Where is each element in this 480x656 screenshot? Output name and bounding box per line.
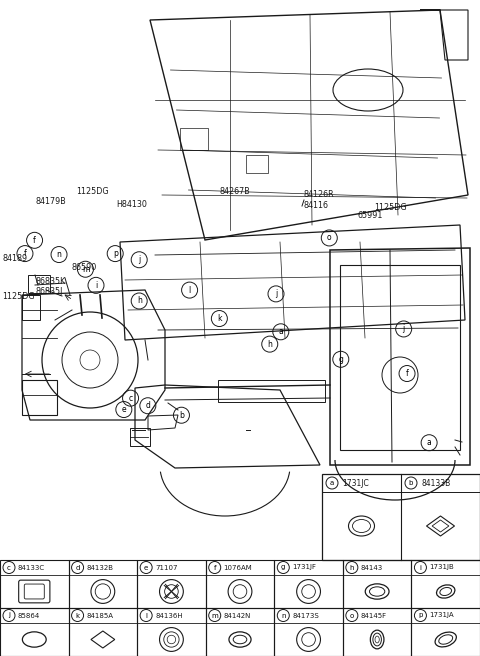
Text: n: n xyxy=(57,250,61,259)
Text: 84132B: 84132B xyxy=(86,565,114,571)
Text: h: h xyxy=(137,297,142,306)
Text: 86835K
86835J: 86835K 86835J xyxy=(36,277,66,297)
Text: 84133B: 84133B xyxy=(421,478,450,487)
Bar xyxy=(343,608,411,656)
Text: a: a xyxy=(427,438,432,447)
Text: a: a xyxy=(330,480,334,486)
Text: 84185A: 84185A xyxy=(86,613,114,619)
Text: 84173S: 84173S xyxy=(292,613,319,619)
Bar xyxy=(218,380,325,402)
Text: j: j xyxy=(8,613,10,619)
Text: o: o xyxy=(327,234,332,243)
Bar xyxy=(322,474,480,560)
Text: 84142N: 84142N xyxy=(224,613,251,619)
Text: f: f xyxy=(406,369,408,378)
Text: m: m xyxy=(211,613,218,619)
Text: 86590: 86590 xyxy=(71,263,96,272)
Text: o: o xyxy=(350,613,354,619)
Text: h: h xyxy=(349,565,354,571)
Text: f: f xyxy=(24,249,26,258)
Text: 84145F: 84145F xyxy=(361,613,387,619)
Text: m: m xyxy=(82,265,89,274)
Text: f: f xyxy=(33,236,36,245)
Text: j: j xyxy=(275,289,277,298)
Bar xyxy=(0,608,69,656)
Bar xyxy=(343,560,411,608)
Text: f: f xyxy=(214,565,216,571)
Text: e: e xyxy=(121,405,126,414)
Text: 1731JA: 1731JA xyxy=(430,613,454,619)
Text: p: p xyxy=(113,249,118,258)
Text: 1125DG: 1125DG xyxy=(2,292,35,300)
Bar xyxy=(411,560,480,608)
Text: l: l xyxy=(145,613,147,619)
Bar xyxy=(274,560,343,608)
Text: 65991: 65991 xyxy=(358,211,383,220)
Bar xyxy=(28,275,50,293)
Text: a: a xyxy=(278,327,283,337)
Bar xyxy=(137,560,206,608)
Text: l: l xyxy=(189,285,191,295)
Text: 84189: 84189 xyxy=(2,254,27,263)
Bar xyxy=(22,380,57,415)
Text: g: g xyxy=(338,355,343,364)
Text: 1076AM: 1076AM xyxy=(224,565,252,571)
Text: 1125DG: 1125DG xyxy=(374,203,407,212)
Text: 71107: 71107 xyxy=(155,565,178,571)
Bar xyxy=(206,560,274,608)
Text: 84136H: 84136H xyxy=(155,613,183,619)
Text: 1731JC: 1731JC xyxy=(342,478,369,487)
Text: c: c xyxy=(7,565,11,571)
Text: d: d xyxy=(145,401,150,410)
Bar xyxy=(69,608,137,656)
Text: b: b xyxy=(409,480,413,486)
Bar xyxy=(137,608,206,656)
Bar xyxy=(130,428,150,446)
Text: h: h xyxy=(267,340,272,348)
Text: d: d xyxy=(75,565,80,571)
Text: k: k xyxy=(75,613,80,619)
Text: 1731JB: 1731JB xyxy=(430,565,454,571)
Text: 1731JF: 1731JF xyxy=(292,565,316,571)
Bar xyxy=(206,608,274,656)
Text: 84143: 84143 xyxy=(361,565,383,571)
Text: 85864: 85864 xyxy=(18,613,40,619)
Bar xyxy=(274,608,343,656)
Bar xyxy=(69,560,137,608)
Text: 1125DG: 1125DG xyxy=(76,188,108,196)
Text: p: p xyxy=(418,613,422,619)
Text: 84267B: 84267B xyxy=(220,188,251,196)
Text: 84133C: 84133C xyxy=(18,565,45,571)
Text: H84130: H84130 xyxy=(117,200,147,209)
Bar xyxy=(411,608,480,656)
Text: e: e xyxy=(144,565,148,571)
Bar xyxy=(246,155,268,173)
Text: 84126R
84116: 84126R 84116 xyxy=(304,190,335,210)
Text: g: g xyxy=(281,565,286,571)
Text: j: j xyxy=(403,325,405,333)
Text: i: i xyxy=(95,281,97,290)
Bar xyxy=(22,295,40,320)
Bar xyxy=(0,560,69,608)
Text: 84179B: 84179B xyxy=(35,197,66,206)
Text: c: c xyxy=(129,394,132,403)
Text: i: i xyxy=(420,565,421,571)
Bar xyxy=(180,128,208,150)
Text: k: k xyxy=(217,314,222,323)
Text: j: j xyxy=(138,255,140,264)
Text: n: n xyxy=(281,613,286,619)
Text: b: b xyxy=(179,411,184,420)
